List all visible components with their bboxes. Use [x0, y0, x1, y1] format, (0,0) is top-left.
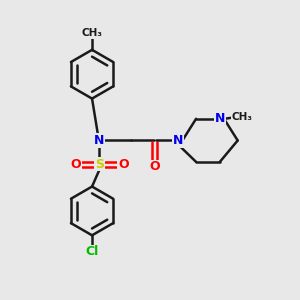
Text: Cl: Cl — [85, 245, 99, 258]
Text: S: S — [95, 158, 104, 171]
Text: N: N — [94, 134, 105, 147]
Text: N: N — [173, 134, 183, 147]
Text: O: O — [70, 158, 81, 171]
Text: CH₃: CH₃ — [232, 112, 253, 122]
Text: O: O — [118, 158, 129, 171]
Text: O: O — [149, 160, 160, 173]
Text: CH₃: CH₃ — [82, 28, 103, 38]
Text: N: N — [215, 112, 225, 125]
